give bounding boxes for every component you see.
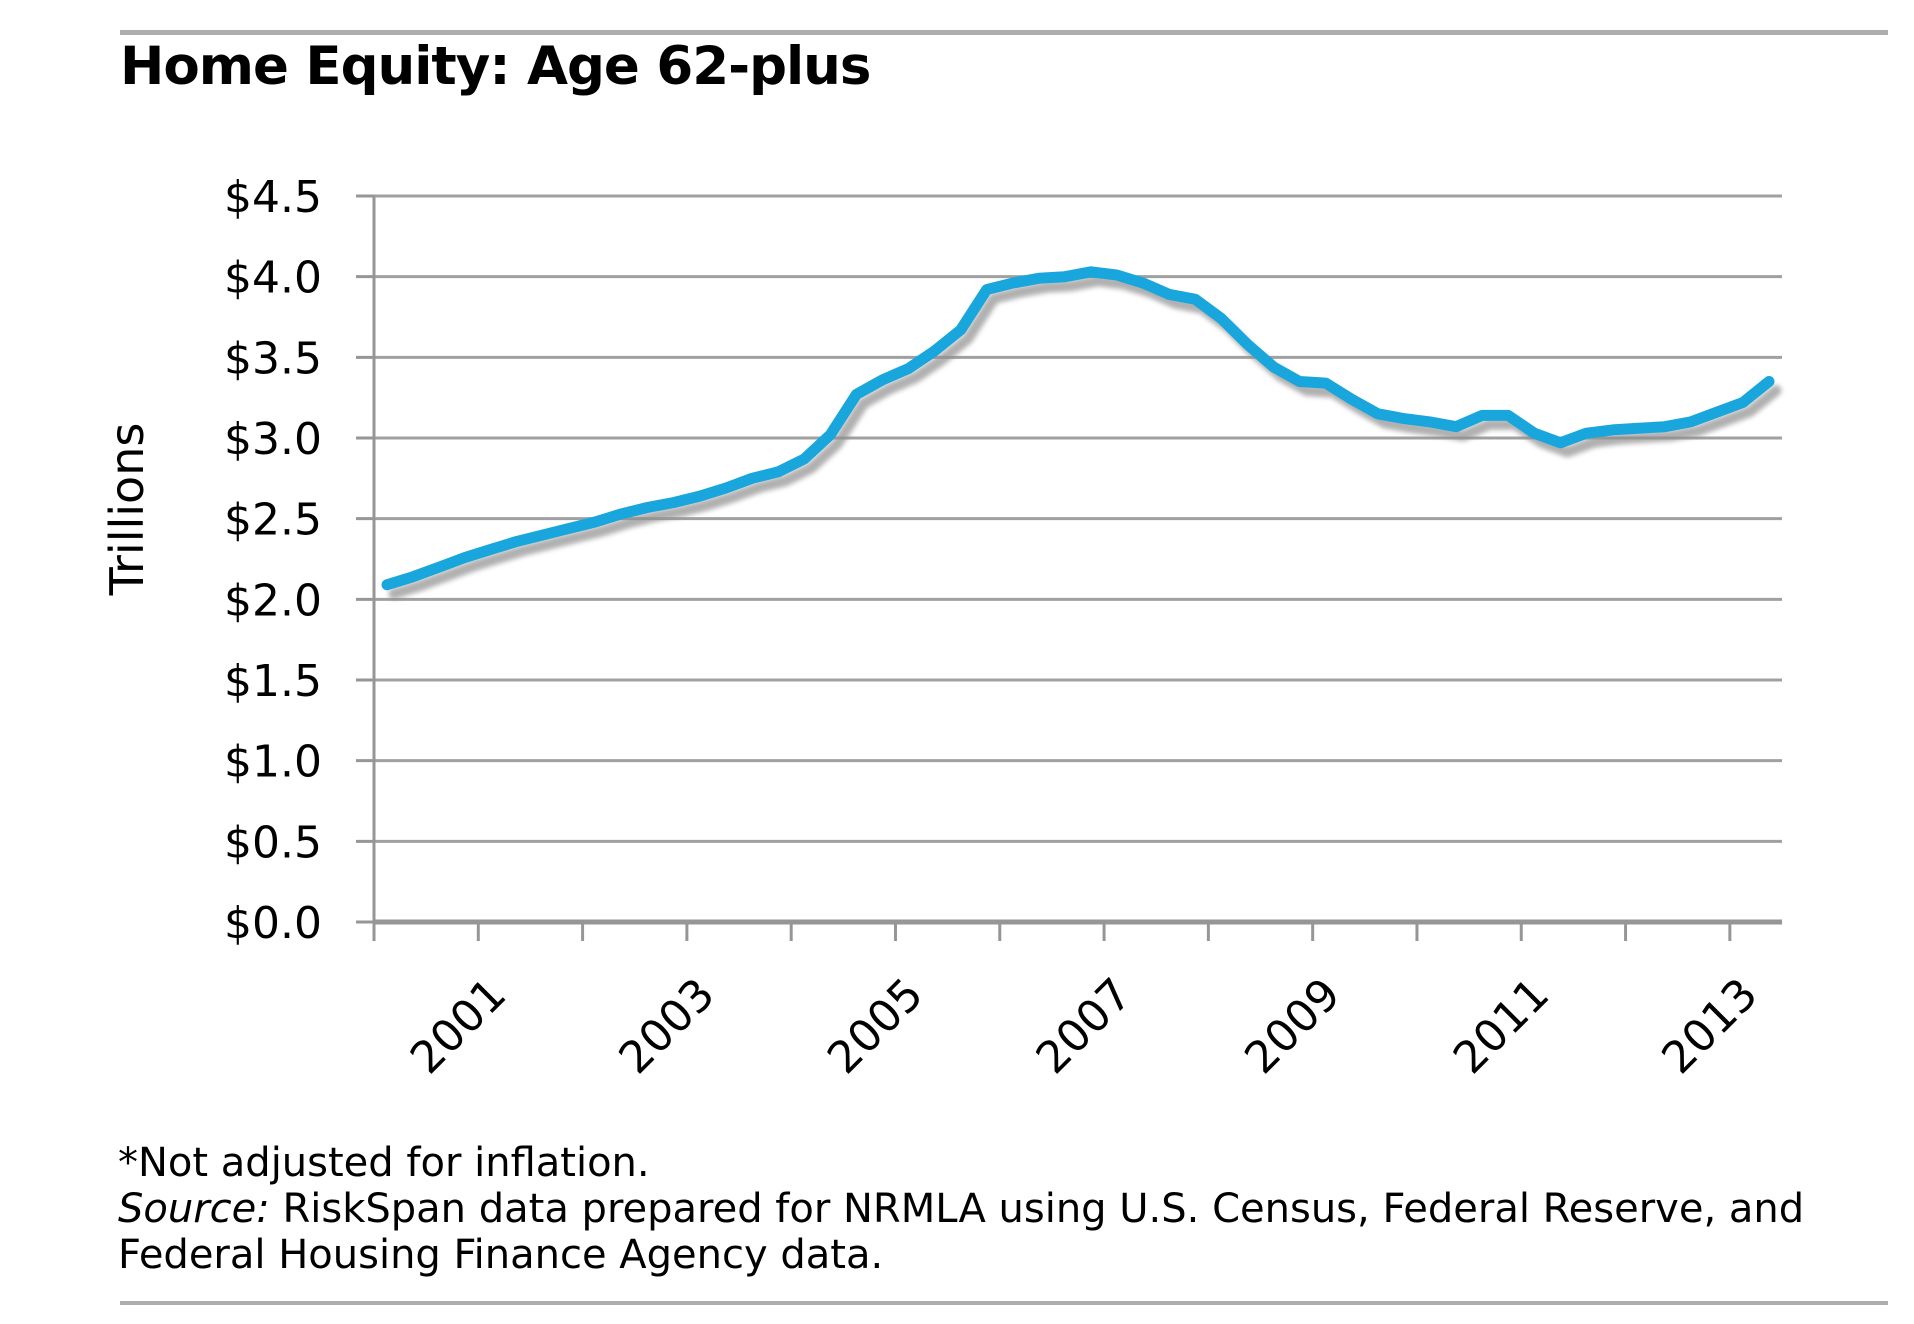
source-note: Source: RiskSpan data prepared for NRMLA… — [118, 1186, 1880, 1278]
y-tick-label: $3.5 — [224, 333, 322, 384]
y-tick-label: $0.0 — [224, 898, 322, 949]
series-line — [381, 266, 1775, 591]
x-tick-label: 2011 — [1444, 969, 1559, 1084]
y-tick-label: $2.5 — [224, 495, 322, 546]
y-tick-label: $1.5 — [224, 656, 322, 707]
y-tick-label: $4.5 — [224, 172, 322, 223]
x-tick-label: 2007 — [1027, 969, 1142, 1084]
x-tick-label: 2003 — [609, 969, 724, 1084]
chart-footer: *Not adjusted for inflation. Source: Ris… — [118, 1140, 1880, 1278]
x-tick-label: 2013 — [1652, 969, 1767, 1084]
y-axis-title: Trillions — [100, 423, 154, 597]
y-tick-label: $4.0 — [224, 253, 322, 304]
source-text: RiskSpan data prepared for NRMLA using U… — [118, 1186, 1805, 1278]
x-tick-label: 2009 — [1235, 969, 1350, 1084]
chart-title: Home Equity: Age 62-plus — [120, 36, 871, 97]
y-tick-label: $2.0 — [224, 575, 322, 626]
top-rule — [120, 30, 1888, 35]
y-tick-label: $1.0 — [224, 737, 322, 788]
x-tick-label: 2005 — [818, 969, 933, 1084]
y-tick-label: $3.0 — [224, 414, 322, 465]
bottom-rule — [120, 1301, 1888, 1305]
y-tick-label: $0.5 — [224, 817, 322, 868]
source-label: Source: — [118, 1186, 270, 1232]
series-line-shadow — [388, 275, 1782, 600]
footnote: *Not adjusted for inflation. — [118, 1140, 650, 1186]
x-tick-label: 2001 — [401, 969, 516, 1084]
